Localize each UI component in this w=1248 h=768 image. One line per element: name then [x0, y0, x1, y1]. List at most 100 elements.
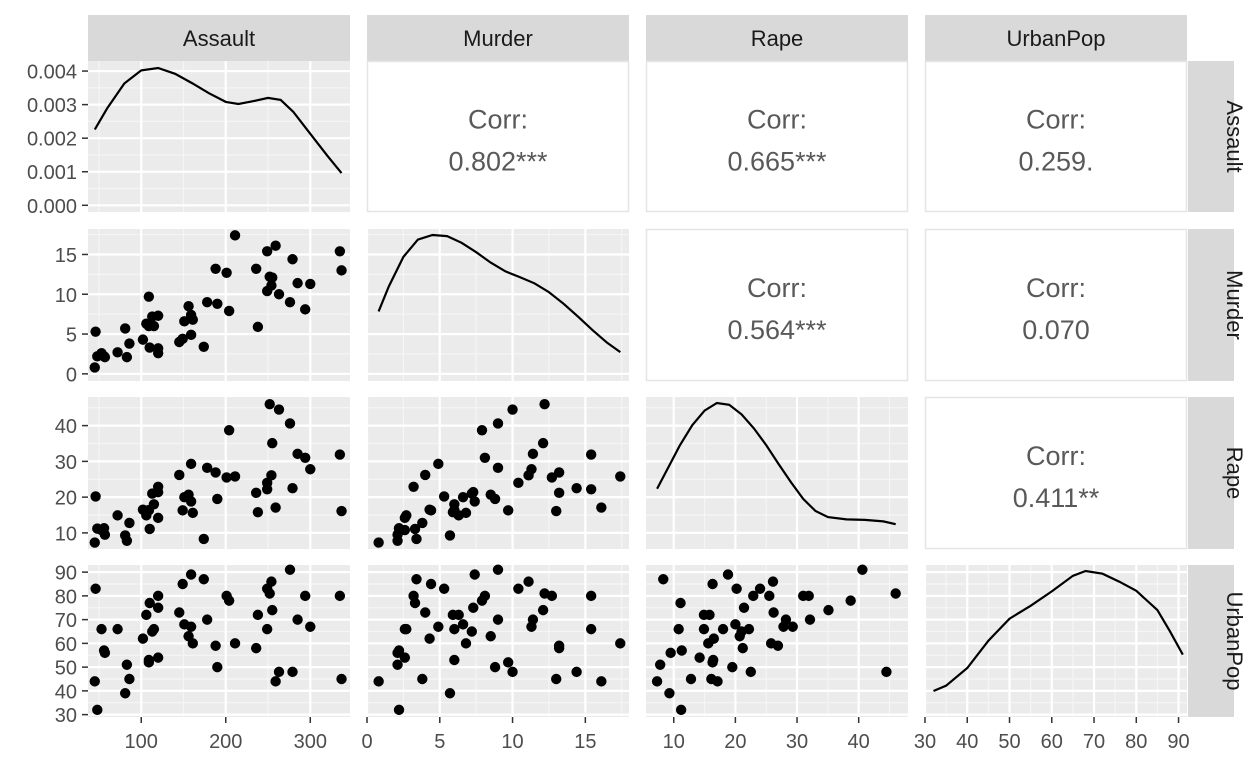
data-point [738, 602, 750, 613]
data-point [754, 583, 766, 594]
data-point [408, 590, 419, 602]
x-tick-label: 60 [1041, 731, 1063, 753]
panel-rape-murder [365, 397, 629, 549]
x-tick-label: 200 [209, 731, 242, 753]
data-point [336, 505, 347, 517]
data-point [284, 564, 296, 575]
data-point [284, 418, 296, 429]
data-point [546, 590, 558, 602]
data-point [250, 642, 262, 654]
data-point [698, 623, 710, 635]
data-point [460, 507, 472, 519]
data-point [229, 471, 241, 482]
x-tick-label: 90 [1167, 731, 1189, 753]
data-point [250, 487, 262, 499]
data-point [89, 537, 100, 548]
data-point [373, 537, 384, 548]
strip-right-bg [1188, 565, 1234, 717]
data-point [212, 298, 223, 310]
data-point [292, 448, 303, 460]
data-point [485, 489, 496, 500]
data-point [539, 398, 550, 410]
corr-value: 0.564*** [727, 315, 827, 345]
data-point [229, 230, 241, 241]
data-point [654, 659, 666, 670]
x-tick-label: 80 [1125, 731, 1147, 753]
data-point [665, 647, 676, 659]
corr-panel-border [924, 60, 1188, 213]
data-point [492, 418, 504, 429]
data-point [177, 578, 188, 590]
data-point [112, 347, 123, 358]
data-point [881, 666, 892, 678]
data-point [857, 564, 868, 575]
panel-assault-murder: Corr: 0.802*** [366, 60, 630, 213]
y-tick-label: 30 [55, 452, 77, 474]
x-tick-label: 5 [434, 731, 445, 753]
strip-top-bg [367, 15, 629, 61]
data-point [424, 504, 435, 515]
data-point [845, 595, 856, 606]
data-point [479, 452, 491, 463]
data-point [185, 569, 197, 580]
data-point [287, 666, 298, 678]
data-point [420, 469, 431, 481]
data-point [745, 666, 756, 678]
x-tick-label: 40 [956, 731, 978, 753]
data-point [201, 614, 213, 625]
corr-label: Corr: [1026, 273, 1086, 303]
data-point [210, 263, 221, 274]
data-point [124, 338, 135, 349]
data-point [585, 590, 597, 602]
data-point [553, 640, 565, 651]
data-point [615, 638, 626, 649]
data-point [401, 510, 412, 521]
data-point [266, 280, 277, 291]
data-point [444, 530, 456, 541]
data-point [90, 326, 101, 337]
strip-top-label: UrbanPop [1006, 26, 1105, 51]
corr-label: Corr: [747, 273, 807, 303]
data-point [273, 404, 285, 415]
panel-bg [646, 397, 908, 549]
data-point [334, 590, 346, 602]
data-point [537, 437, 549, 449]
data-point [675, 597, 686, 609]
y-tick-label: 90 [55, 563, 77, 585]
density-line [933, 569, 1184, 693]
data-point [731, 583, 742, 594]
data-point [201, 462, 213, 474]
data-point [221, 267, 232, 278]
data-point [553, 467, 565, 478]
data-point [424, 633, 435, 644]
corr-label: Corr: [1026, 105, 1086, 135]
corr-panel-border [366, 60, 630, 213]
data-point [537, 604, 549, 616]
data-point [425, 578, 437, 590]
panel-bg [88, 61, 350, 212]
data-point [676, 645, 687, 656]
data-point [651, 676, 663, 687]
data-point [292, 277, 303, 289]
data-point [198, 533, 209, 545]
data-point [730, 619, 741, 630]
data-point [270, 502, 281, 513]
y-tick-label: 10 [55, 285, 77, 307]
data-point [438, 491, 450, 502]
panel-murder-murder [365, 229, 629, 381]
data-point [252, 506, 264, 518]
data-point [223, 305, 235, 317]
data-point [187, 507, 198, 519]
x-axis-murder: 0 5 10 15 [361, 717, 596, 753]
data-point [267, 604, 278, 616]
data-point [457, 619, 469, 630]
data-point [152, 481, 164, 492]
y-tick-label: 50 [55, 658, 77, 680]
data-point [417, 517, 428, 529]
strip-top-bg [925, 15, 1187, 61]
data-point [179, 316, 190, 327]
data-point [334, 449, 346, 460]
data-point [300, 304, 311, 315]
strip-top-urbanpop: UrbanPop [925, 15, 1187, 61]
